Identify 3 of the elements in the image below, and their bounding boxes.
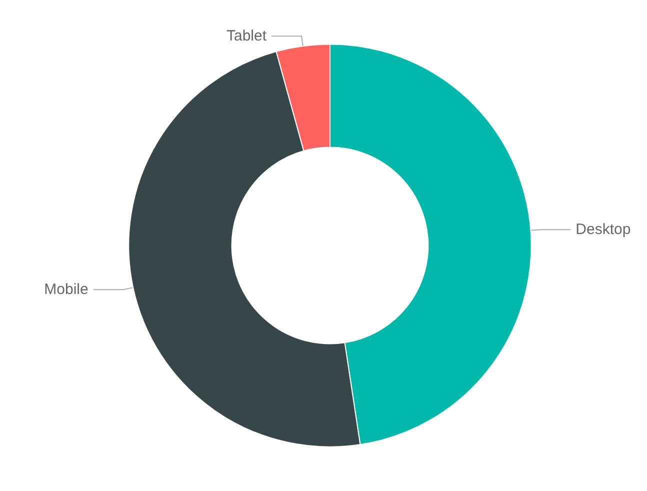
slice-label: Tablet <box>226 28 268 45</box>
slice-label: Mobile <box>44 281 88 298</box>
slice-label: Desktop <box>576 221 631 238</box>
